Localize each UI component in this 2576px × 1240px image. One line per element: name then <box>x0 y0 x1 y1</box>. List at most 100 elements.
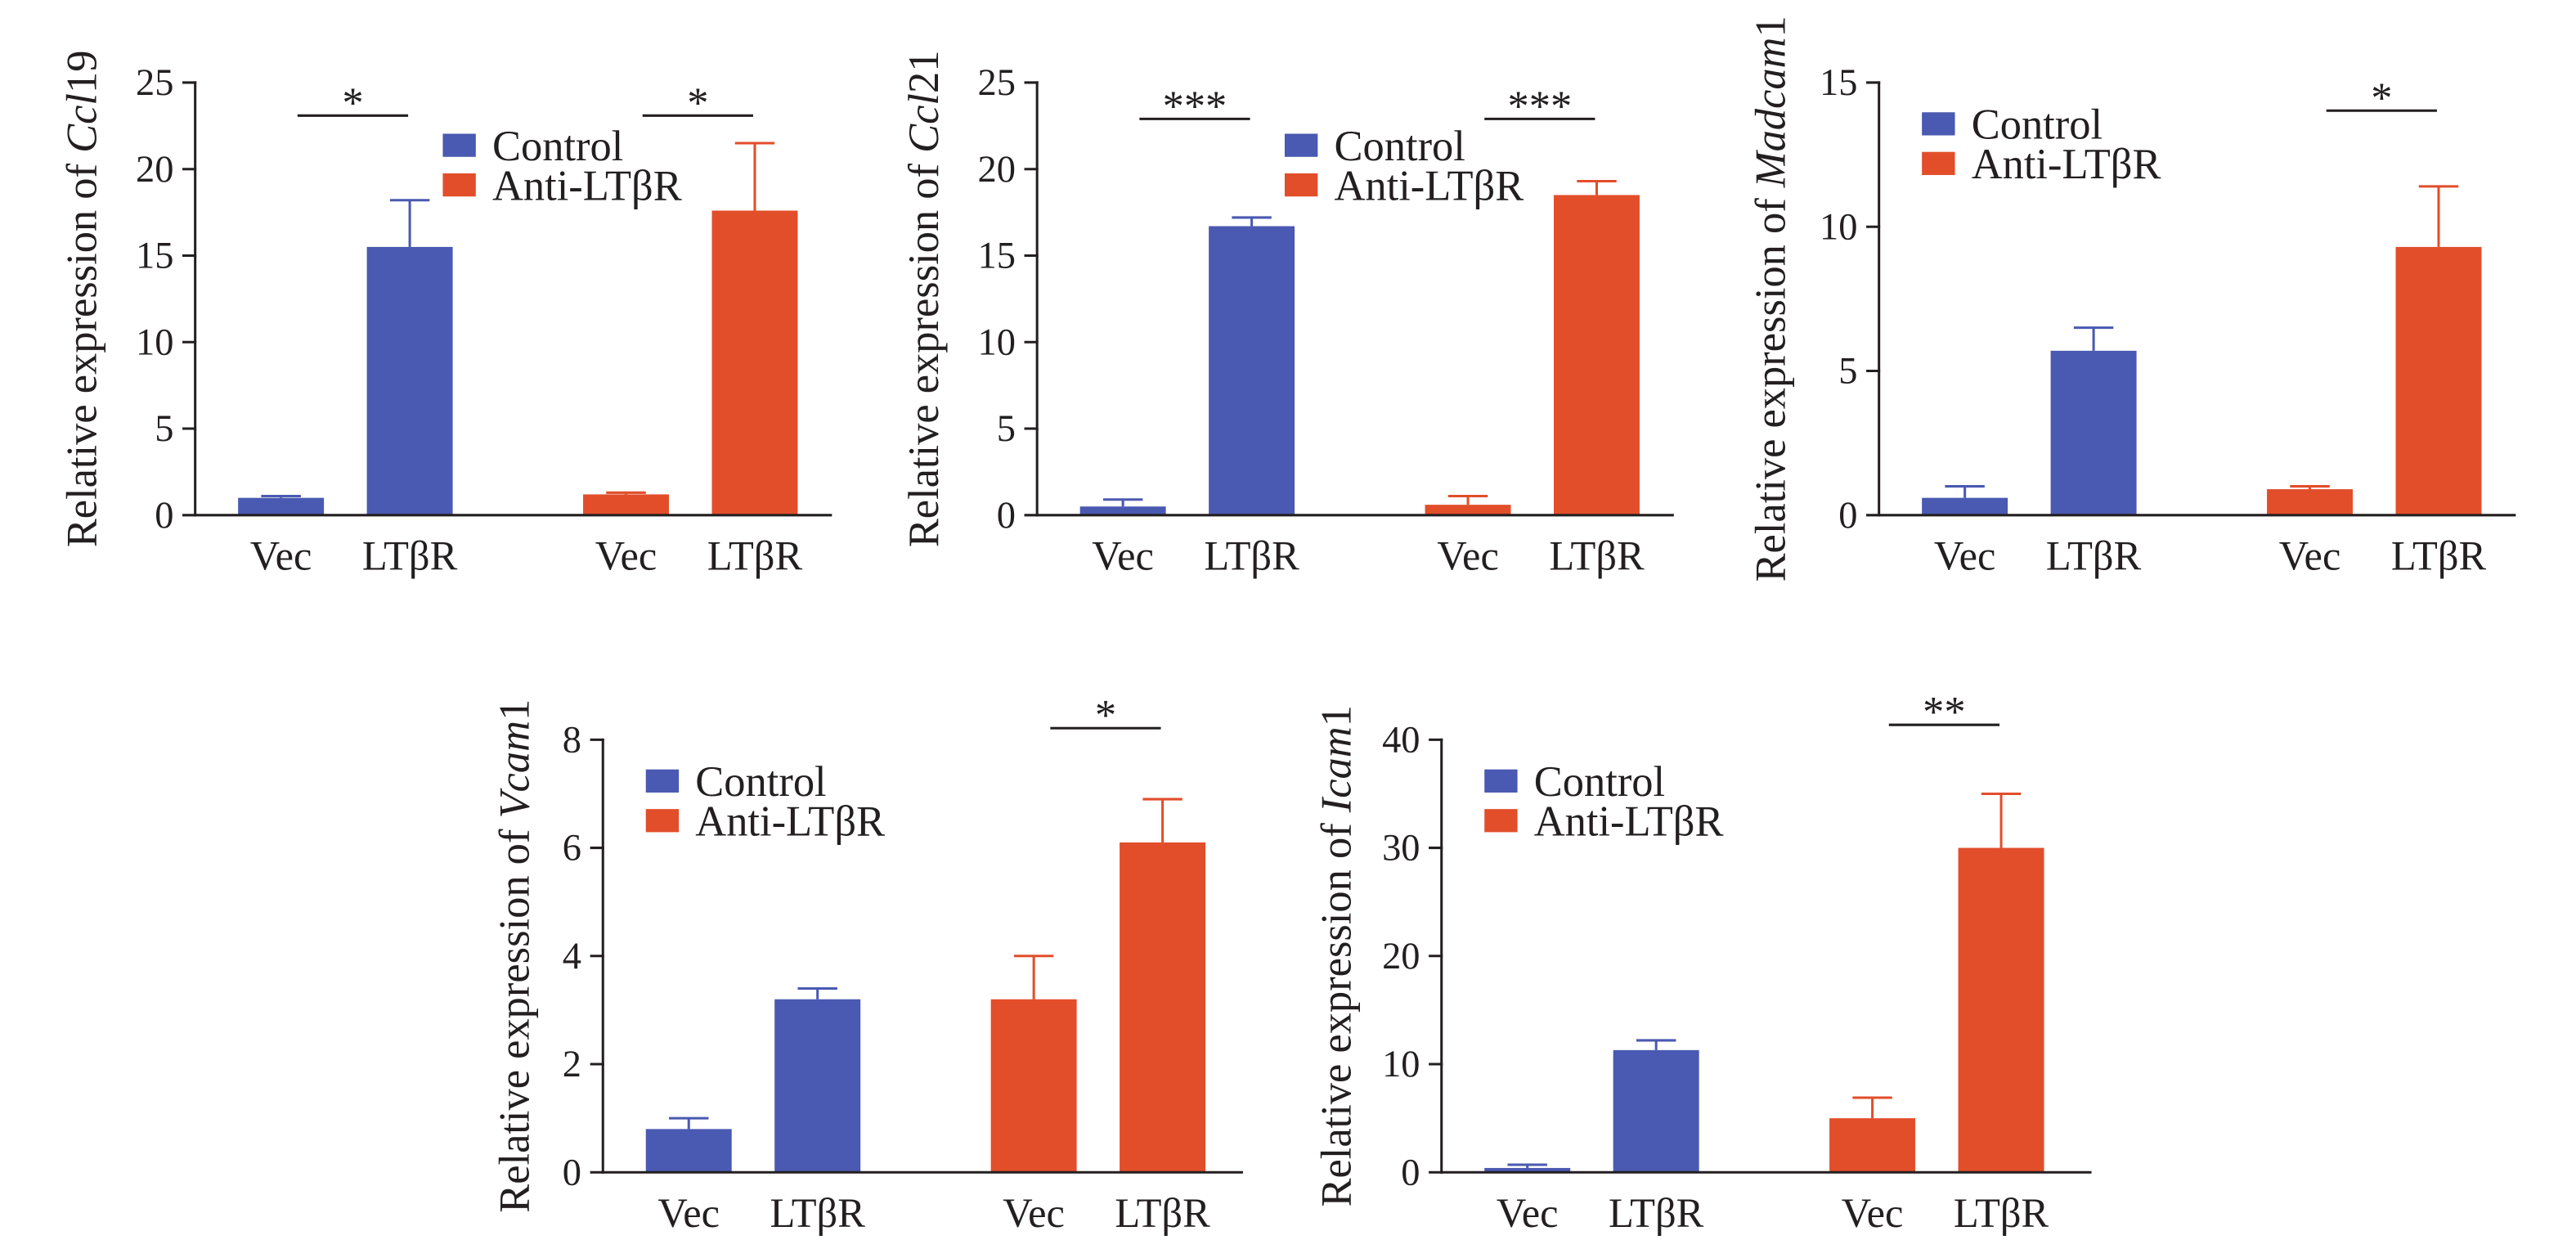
y-tick-label: 20 <box>978 149 1016 191</box>
gene-symbol: Icam <box>1313 726 1361 813</box>
legend-swatch <box>1484 769 1518 793</box>
x-tick-label: Vec <box>1437 532 1499 578</box>
y-axis-label-prefix: Relative expression of <box>491 818 538 1212</box>
bar <box>2267 489 2354 515</box>
bar <box>1554 195 1640 515</box>
y-tick-label: 15 <box>136 236 173 277</box>
legend-swatch <box>1284 133 1318 157</box>
bar <box>645 1129 732 1173</box>
y-tick-label: 30 <box>1382 828 1420 869</box>
y-tick-label: 6 <box>563 828 581 869</box>
bar <box>1209 226 1295 515</box>
legend-label: Anti-LTβR <box>1335 162 1524 209</box>
bar <box>1922 497 2008 515</box>
bar <box>1425 505 1511 515</box>
y-tick-label: 10 <box>978 321 1016 363</box>
x-tick-label: LTβR <box>1954 1190 2049 1236</box>
gene-number: 1 <box>1748 16 1795 37</box>
gene-number: 1 <box>1313 705 1361 726</box>
x-tick-label: LTβR <box>2391 532 2487 578</box>
y-tick-label: 0 <box>1838 495 1857 537</box>
bar <box>711 210 798 515</box>
legend-swatch <box>442 133 476 157</box>
x-tick-label: LTβR <box>2046 532 2142 578</box>
bar <box>238 497 325 515</box>
y-axis-label-prefix: Relative expression of <box>59 153 106 547</box>
bar <box>1958 847 2044 1173</box>
legend-label: Control <box>1972 101 2103 149</box>
significance-label: * <box>1095 692 1116 739</box>
bar <box>2050 350 2137 515</box>
y-tick-label: 20 <box>136 149 173 191</box>
bar <box>2395 246 2482 515</box>
legend-label: Anti-LTβR <box>1534 797 1724 845</box>
y-tick-label: 5 <box>1838 351 1857 393</box>
y-axis-label-prefix: Relative expression of <box>1748 187 1795 582</box>
legend-label: Control <box>1534 758 1665 806</box>
y-axis-label: Relative expression of Ccl19 <box>59 51 106 548</box>
x-tick-label: Vec <box>1842 1190 1904 1236</box>
x-tick-label: LTβR <box>362 532 458 578</box>
gene-symbol: Madcam <box>1748 38 1795 189</box>
x-tick-label: Vec <box>1934 532 1996 578</box>
y-tick-label: 10 <box>1820 206 1857 248</box>
bar <box>1613 1049 1699 1173</box>
y-axis-label: Relative expression of Madcam1 <box>1748 16 1795 582</box>
y-tick-label: 10 <box>136 321 173 363</box>
x-tick-label: LTβR <box>1609 1190 1704 1236</box>
y-axis-label: Relative expression of Ccl21 <box>900 51 948 548</box>
chart-panel-vcam1: Vec LTβR Vec LTβR * 0 2 4 6 8 Relative expression … <box>491 692 1243 1236</box>
y-tick-label: 0 <box>563 1152 581 1193</box>
legend-swatch <box>1922 151 1955 175</box>
bar <box>1484 1167 1571 1173</box>
y-axis-label-prefix: Relative expression of <box>1313 812 1361 1206</box>
x-tick-label: LTβR <box>1549 532 1645 578</box>
legend-label: Anti-LTβR <box>695 797 885 845</box>
legend-label: Control <box>695 758 826 806</box>
legend-swatch <box>645 809 680 833</box>
x-tick-label: Vec <box>1092 532 1154 578</box>
significance-label: * <box>342 79 363 127</box>
y-tick-label: 2 <box>563 1044 581 1085</box>
legend-label: Anti-LTβR <box>1972 141 2161 188</box>
significance-label: *** <box>1163 83 1227 130</box>
bar <box>1120 842 1206 1173</box>
y-tick-label: 0 <box>1401 1152 1420 1193</box>
legend-label: Anti-LTβR <box>492 162 682 209</box>
legend-swatch <box>1484 809 1518 833</box>
legend-label: Control <box>492 123 623 170</box>
gene-symbol: Vcam <box>491 721 538 818</box>
y-tick-label: 5 <box>997 408 1016 450</box>
legend-swatch <box>645 769 680 793</box>
bar <box>366 246 453 515</box>
bar <box>1079 506 1166 515</box>
legend-swatch <box>1284 173 1318 197</box>
y-tick-label: 15 <box>978 236 1016 277</box>
y-axis-label: Relative expression of Vcam1 <box>491 699 538 1213</box>
y-axis-label: Relative expression of Icam1 <box>1313 705 1361 1206</box>
chart-panel-ccl21: Vec LTβR *** Vec LTβR *** 0 5 10 15 20 25 Relative e… <box>900 51 1674 578</box>
gene-number: 19 <box>59 51 106 93</box>
chart-panel-madcam1: Vec LTβR Vec LTβR * 0 5 10 15 Relative expression… <box>1748 16 2516 582</box>
significance-label: *** <box>1507 83 1572 130</box>
x-tick-label: Vec <box>1003 1190 1065 1236</box>
significance-label: * <box>2371 74 2392 122</box>
y-tick-label: 10 <box>1382 1044 1420 1085</box>
x-tick-label: LTβR <box>1204 532 1299 578</box>
x-tick-label: Vec <box>2279 532 2341 578</box>
bar <box>990 999 1077 1173</box>
y-tick-label: 20 <box>1382 936 1420 977</box>
y-tick-label: 4 <box>563 936 581 977</box>
y-tick-label: 5 <box>155 408 173 450</box>
y-tick-label: 15 <box>1820 62 1857 104</box>
y-tick-label: 25 <box>136 62 173 104</box>
y-axis-label-prefix: Relative expression of <box>900 153 948 547</box>
gene-symbol: Ccl <box>900 93 948 153</box>
x-tick-label: LTβR <box>707 532 803 578</box>
